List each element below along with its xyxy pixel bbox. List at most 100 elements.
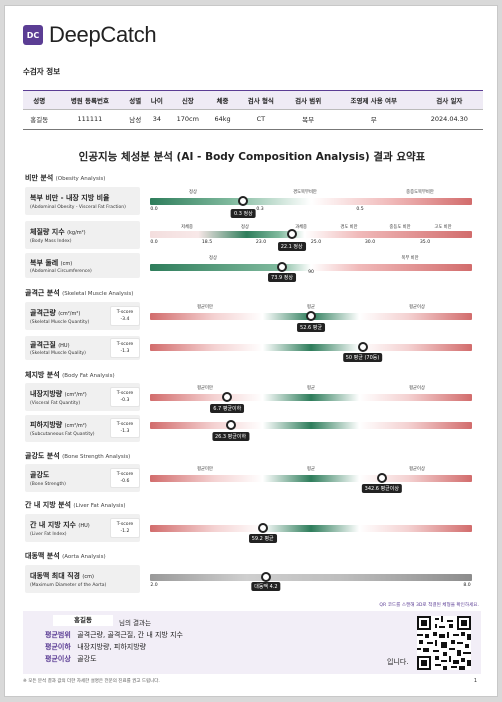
gauge-marker [222,392,233,402]
zone-label: 평균미만 [197,467,213,472]
gauge-bar [150,394,472,401]
metric-name: 체질량 지수 [30,228,65,236]
brand-logo: DC DeepCatch [23,22,157,48]
tscore-box: T-score -0.3 [110,387,140,407]
tscore-label: T-score [116,422,134,427]
category-title: 골강도 분석 [25,452,60,460]
summary-row-key: 평균범위 [45,631,71,639]
summary-row-items: 골강도 [77,655,97,663]
header-cell: 체중 [207,91,238,109]
metric-subtitle: (Abdominal Obesity - Visceral Fat Fracti… [30,205,126,210]
category-title: 체지방 분석 [25,371,60,379]
page-number: 1 [473,678,477,684]
value-label: 52.6 평균 [297,323,325,332]
gauge-marker [225,420,236,430]
zone-label: 평균이상 [409,305,425,310]
metric-bone: 골강도 (Bone Strength) T-score -0.6 [25,464,140,492]
tscore-label: T-score [116,522,134,527]
zone-label: 평균 [307,305,315,310]
tick-label: 8.0 [463,583,471,588]
tick-label: 35.0 [419,240,431,245]
report-page: DC DeepCatch 수검자 정보 성명 병원 등록번호 성별 나이 신장 … [4,5,498,697]
tick-label: 90 [308,270,314,275]
category-subtitle: (Bone Strength Analysis) [62,454,131,460]
metric-sfq: 피하지방량 (cm²/m²) (Subcutaneous Fat Quantit… [25,415,140,442]
summary-row: 평균범위 골격근량, 골격근질, 간 내 지방 지수 [45,630,183,640]
value-label: 26.3 평균이하 [211,432,250,441]
metric-name: 내장지방량 [30,390,63,398]
metric-subtitle: (Skeletal Muscle Quality) [30,351,86,356]
metric-name: 복부 둘레 [30,259,59,267]
tscore-label: T-score [116,310,134,315]
metric-unit: (kg/m²) [67,230,86,236]
header-cell: 신장 [167,91,208,109]
category-fat: 체지방 분석 (Body Fat Analysis) [25,370,115,380]
metric-subtitle: (Visceral Fat Quantity) [30,401,81,406]
category-title: 대동맥 분석 [25,552,60,560]
category-obesity: 비만 분석 (Obesity Analysis) [25,173,105,183]
metric-subtitle: (Body Mass Index) [30,239,72,244]
zone-label: 중증도복부비만 [406,190,434,195]
patient-section-label: 수검자 정보 [23,67,61,76]
tscore-label: T-score [116,342,134,347]
value-label: 대동맥 4.2 [251,582,281,591]
metric-name: 골격근질 [30,341,56,349]
metric-unit: (cm) [82,574,94,580]
value-cell: 2024.04.30 [415,108,483,129]
tscore-value: -1.3 [120,429,130,434]
tscore-value: -1.2 [120,529,130,534]
category-subtitle: (Body Fat Analysis) [62,373,115,379]
zone-label: 경도 비만 [340,225,358,230]
metric-ab-obesity: 복부 비만 - 내장 지방 비율 (Abdominal Obesity - Vi… [25,187,140,215]
tscore-value: -0.3 [120,398,130,403]
gauge-bar [150,198,472,205]
gauge-bar [150,344,472,351]
category-liver: 간 내 지방 분석 (Liver Fat Analysis) [25,500,126,510]
tick-label: 0.5 [356,207,364,212]
logo-mark-icon: DC [23,25,43,45]
zone-label: 평균미만 [197,305,213,310]
category-subtitle: (Aorta Analysis) [62,554,106,560]
value-cell: CT [237,108,285,129]
category-aorta: 대동맥 분석 (Aorta Analysis) [25,551,106,561]
value-cell: 34 [146,108,168,129]
summary-row-key: 평균이하 [45,643,71,651]
header-cell: 검사 일자 [415,91,483,109]
metric-aorta: 대동맥 최대 직경 (cm) (Maximum Diameter of the … [25,565,140,593]
category-subtitle: (Liver Fat Analysis) [73,503,126,509]
metric-unit: (HU) [78,523,90,529]
qr-code-icon[interactable] [417,616,471,670]
category-subtitle: (Skeletal Muscle Analysis) [62,291,134,297]
value-cell: 홍길동 [23,108,56,129]
value-label: 22.1 정상 [277,242,306,251]
header-cell: 성별 [124,91,147,109]
gauge-marker [286,229,297,239]
gauge-marker [357,342,368,352]
summary-row: 평균이하 내장지방량, 피하지방량 [45,642,146,652]
metric-unit: (cm²/m²) [64,392,87,398]
value-label: 342.6 평균이상 [361,484,402,493]
header-cell: 검사 형식 [237,91,285,109]
metric-subtitle: (Liver Fat Index) [30,532,67,537]
gauge-marker [238,196,249,206]
header-cell: 검사 범위 [284,91,332,109]
zone-label: 정상 [189,190,197,195]
zone-label: 평균 [307,386,315,391]
metric-waist: 복부 둘레 (cm) (Abdominal Circumference) [25,253,140,278]
header-cell: 조영제 사용 여부 [331,91,416,109]
value-label: 59.2 평균 [248,534,277,543]
metric-smq: 골격근량 (cm²/m²) (Skeletal Muscle Quantity)… [25,302,140,330]
metric-unit: (HU) [58,343,70,349]
tick-label: 18.5 [201,240,213,245]
brand-name: DeepCatch [49,22,157,47]
metric-unit: (cm²/m²) [58,311,81,317]
summary-closing: 입니다. [387,658,409,666]
metric-liver: 간 내 지방 지수 (HU) (Liver Fat Index) T-score… [25,514,140,542]
tscore-label: T-score [116,472,134,477]
header-cell: 나이 [146,91,168,109]
category-title: 비만 분석 [25,174,54,182]
metric-bmi: 체질량 지수 (kg/m²) (Body Mass Index) [25,221,140,249]
category-muscle: 골격근 분석 (Skeletal Muscle Analysis) [25,288,133,298]
gauge-bar [150,574,472,581]
gauge-marker [277,262,288,272]
